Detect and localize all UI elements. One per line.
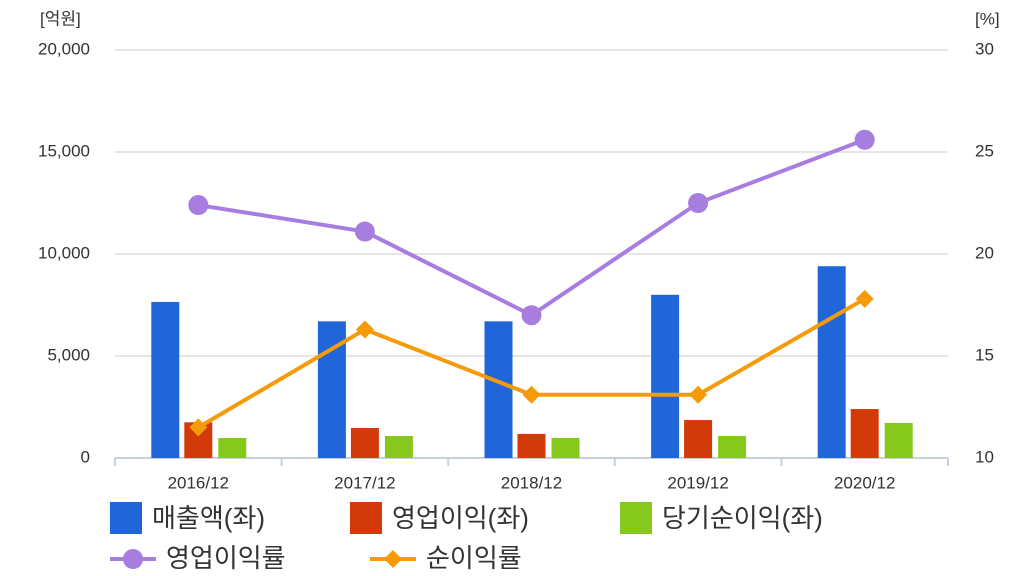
legend-label: 당기순이익(좌) (662, 503, 823, 533)
marker (189, 418, 208, 437)
bar (817, 266, 846, 458)
y-tick-label: 10,000 (38, 243, 90, 262)
x-tick-label: 2017/12 (334, 473, 395, 492)
legend-swatch (620, 502, 652, 534)
bar (850, 409, 879, 458)
marker (854, 129, 875, 150)
marker (123, 549, 143, 569)
y2-tick-label: 10 (975, 447, 994, 466)
marker (521, 305, 542, 326)
y2-tick-label: 15 (975, 345, 994, 364)
bar (684, 420, 713, 458)
line (197, 137, 866, 318)
legend-label: 순이익률 (426, 543, 522, 573)
marker (689, 385, 708, 404)
legend-label: 영업이익률 (166, 543, 286, 573)
y2-tick-label: 25 (975, 141, 994, 160)
legend-label: 매출액(좌) (152, 503, 265, 533)
y-unit: [억원] (40, 9, 81, 28)
legend-label: 영업이익(좌) (392, 503, 529, 533)
marker (188, 195, 209, 216)
x-tick-label: 2019/12 (667, 473, 728, 492)
bar (350, 428, 379, 458)
marker (355, 320, 374, 339)
marker (354, 221, 375, 242)
bar (884, 422, 913, 458)
legend-swatch (350, 502, 382, 534)
bar (517, 433, 546, 458)
y-tick-label: 5,000 (47, 345, 90, 364)
x-tick-label: 2020/12 (834, 473, 895, 492)
legend-swatch (110, 502, 142, 534)
marker (384, 550, 402, 568)
y2-tick-label: 20 (975, 243, 994, 262)
y2-tick-label: 30 (975, 39, 994, 58)
bar (151, 301, 180, 458)
bar (484, 321, 513, 458)
bar (651, 294, 680, 458)
marker (855, 289, 874, 308)
y-tick-label: 20,000 (38, 39, 90, 58)
marker (688, 193, 709, 213)
x-tick-label: 2018/12 (501, 473, 562, 492)
bar (218, 438, 247, 458)
x-tick-label: 2016/12 (168, 473, 229, 492)
y-tick-label: 15,000 (38, 141, 90, 160)
bar (718, 435, 747, 458)
y-tick-label: 0 (81, 447, 90, 466)
y2-unit: [%] (975, 9, 1000, 28)
bar (551, 438, 580, 458)
marker (522, 385, 541, 404)
bar (384, 435, 413, 458)
